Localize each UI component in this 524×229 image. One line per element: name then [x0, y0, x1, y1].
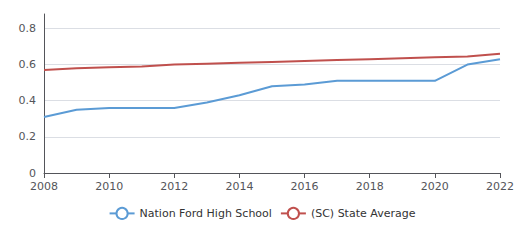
svg-text:Nation Ford High School: Nation Ford High School	[140, 207, 272, 220]
svg-text:0: 0	[29, 167, 36, 180]
svg-text:2018: 2018	[356, 180, 384, 193]
svg-text:0.8: 0.8	[19, 22, 37, 35]
svg-text:2022: 2022	[486, 180, 514, 193]
svg-text:2020: 2020	[421, 180, 449, 193]
svg-text:0.2: 0.2	[19, 130, 37, 143]
svg-text:(SC) State Average: (SC) State Average	[311, 207, 416, 220]
svg-text:0.4: 0.4	[19, 94, 37, 107]
svg-text:0.6: 0.6	[19, 58, 37, 71]
svg-text:2008: 2008	[30, 180, 58, 193]
svg-text:2014: 2014	[225, 180, 253, 193]
svg-text:2016: 2016	[291, 180, 319, 193]
svg-text:2012: 2012	[160, 180, 188, 193]
svg-text:2010: 2010	[95, 180, 123, 193]
